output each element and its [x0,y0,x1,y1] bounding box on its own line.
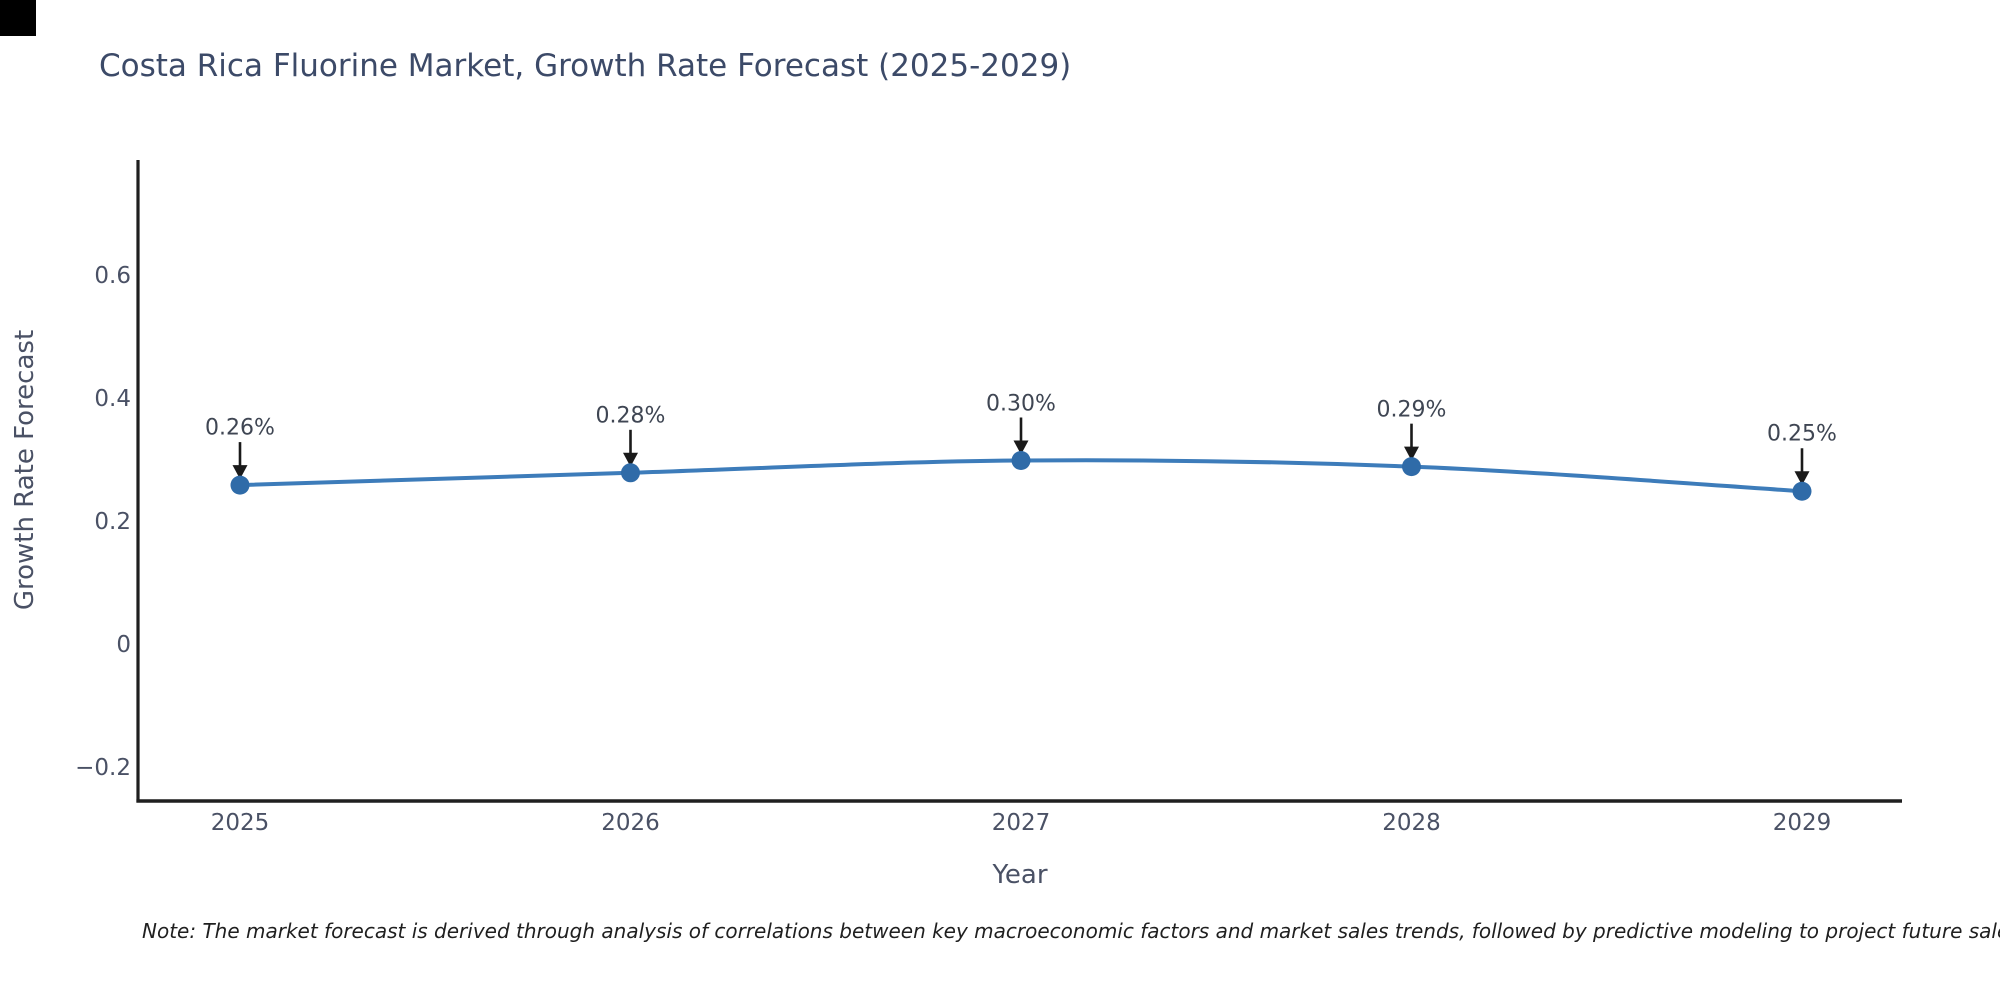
annotation-label: 0.28% [595,403,666,429]
chart-title: Costa Rica Fluorine Market, Growth Rate … [99,48,1072,84]
x-tick-label: 2025 [210,810,270,836]
x-tick-label: 2026 [601,810,660,836]
annotation-label: 0.26% [205,415,275,441]
y-tick-label: 0.4 [94,386,131,412]
annotation-label: 0.25% [1767,421,1837,447]
x-tick-label: 2027 [991,810,1051,836]
annotation-arrowhead [623,452,638,467]
annotation-arrowhead [1404,446,1419,461]
data-point-marker [621,463,640,483]
data-point-marker [230,475,250,495]
annotation-label: 0.30% [986,391,1056,416]
data-point-marker [1402,457,1421,477]
data-point-marker [1011,451,1031,470]
x-tick-label: 2028 [1382,810,1441,836]
x-tick-label: 2029 [1772,810,1832,836]
annotation-label: 0.29% [1376,397,1447,423]
annotation-arrowhead [232,465,248,480]
y-tick-label: 0 [116,632,131,658]
x-axis-title: Year [992,860,1048,890]
y-tick-label: −0.2 [75,755,131,781]
y-tick-label: 0.2 [94,509,131,535]
corner-artifact-square [0,0,36,36]
data-point-marker [1792,481,1812,501]
y-tick-label: 0.6 [94,263,131,289]
footnote: Note: The market forecast is derived thr… [142,919,2000,943]
annotation-arrowhead [1794,471,1810,486]
annotation-arrowhead [1013,440,1029,455]
